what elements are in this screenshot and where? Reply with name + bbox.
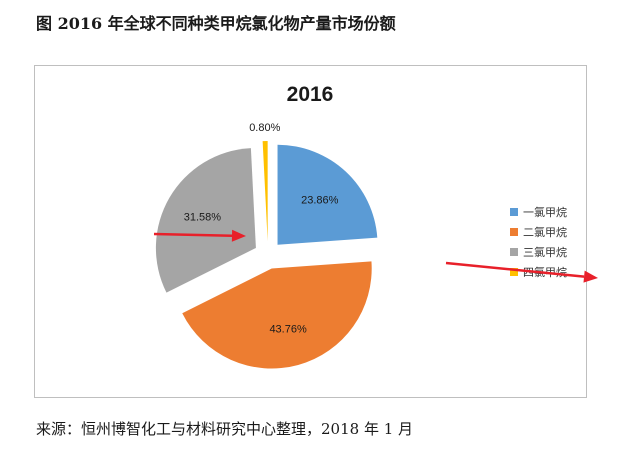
legend-swatch-4 — [510, 268, 518, 276]
data-label-1: 23.86% — [301, 194, 339, 206]
legend-label-1: 一氯甲烷 — [523, 205, 567, 219]
annotation-arrow-left — [153, 229, 246, 242]
pie-slice-2 — [182, 261, 372, 369]
chart-title: 2016 — [287, 83, 334, 106]
legend-label-2: 二氯甲烷 — [523, 225, 567, 239]
legend-swatch-2 — [510, 228, 518, 236]
legend-label-3: 三氯甲烷 — [523, 245, 567, 259]
data-label-2: 43.76% — [269, 323, 307, 335]
legend-swatch-1 — [510, 208, 518, 216]
data-label-4: 0.80% — [249, 122, 280, 134]
data-label-3: 31.58% — [184, 212, 222, 224]
legend-swatch-3 — [510, 248, 518, 256]
annotation-arrow-right — [445, 261, 598, 283]
pie-slice-4 — [262, 141, 268, 242]
figure-title: 图 2016 年全球不同种类甲烷氯化物产量市场份额 — [36, 14, 396, 33]
pie-slice-3 — [155, 148, 256, 293]
pie-slice-1 — [277, 144, 378, 245]
source-note: 来源：恒州博智化工与材料研究中心整理，2018 年 1 月 — [36, 420, 414, 438]
